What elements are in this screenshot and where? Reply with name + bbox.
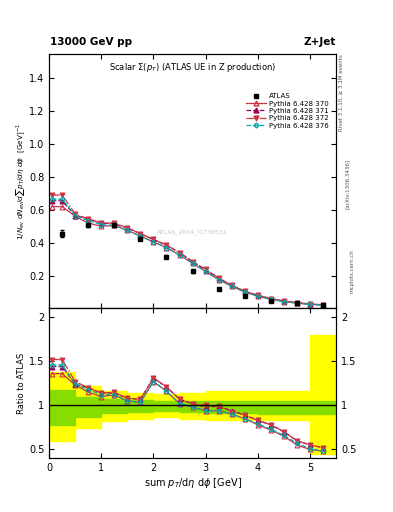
Y-axis label: Ratio to ATLAS: Ratio to ATLAS [17, 353, 26, 414]
Text: ATLAS_2014_I1736531: ATLAS_2014_I1736531 [157, 229, 228, 235]
Text: Scalar $\Sigma(p_T)$ (ATLAS UE in Z production): Scalar $\Sigma(p_T)$ (ATLAS UE in Z prod… [109, 61, 276, 74]
Text: [arXiv:1306.3436]: [arXiv:1306.3436] [345, 159, 350, 209]
Text: Rivet 3.1.10, ≥ 3.1M events: Rivet 3.1.10, ≥ 3.1M events [339, 54, 344, 131]
Text: 13000 GeV pp: 13000 GeV pp [50, 37, 132, 47]
Legend: ATLAS, Pythia 6.428 370, Pythia 6.428 371, Pythia 6.428 372, Pythia 6.428 376: ATLAS, Pythia 6.428 370, Pythia 6.428 37… [244, 90, 331, 132]
X-axis label: sum $p_T$/d$\eta$ d$\phi$ [GeV]: sum $p_T$/d$\eta$ d$\phi$ [GeV] [143, 476, 242, 490]
Text: Z+Jet: Z+Jet [304, 37, 336, 47]
Text: mcplots.cern.ch: mcplots.cern.ch [350, 249, 355, 293]
Y-axis label: $1/N_{ev}$ $dN_{ev}/d\sum p_T/d\eta$ $d\phi$  [GeV]$^{-1}$: $1/N_{ev}$ $dN_{ev}/d\sum p_T/d\eta$ $d\… [15, 123, 28, 240]
